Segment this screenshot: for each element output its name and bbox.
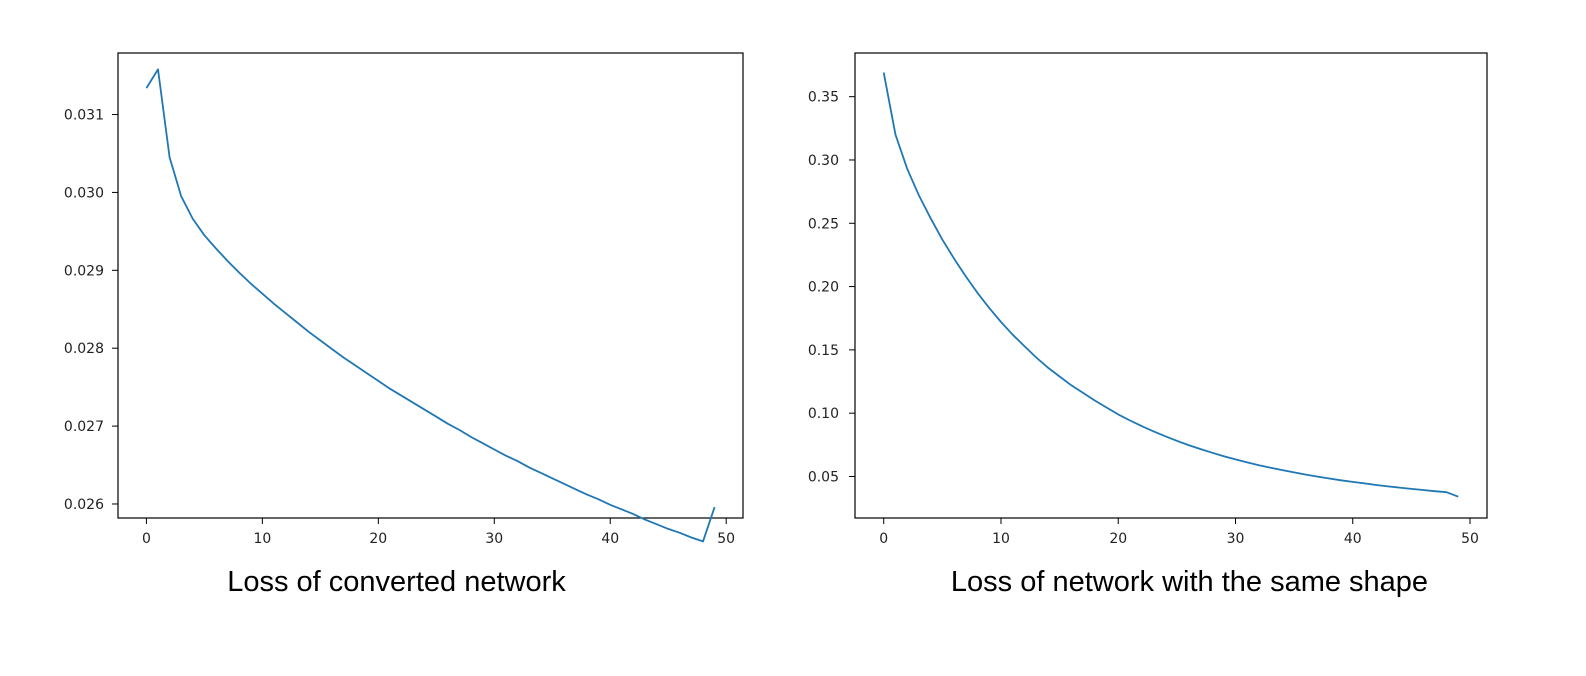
y-tick-label: 0.027 [64,419,104,435]
x-tick-label: 20 [1109,531,1127,547]
x-tick-label: 10 [992,531,1010,547]
x-tick-label: 0 [142,531,151,547]
x-tick-label: 30 [485,531,503,547]
x-tick-label: 40 [601,531,619,547]
loss-series-line [145,68,716,543]
x-tick-label: 50 [1461,531,1479,547]
y-tick-label: 0.20 [808,280,839,296]
x-tick-label: 30 [1227,531,1245,547]
y-tick-label: 0.030 [64,185,104,201]
x-tick-label: 50 [717,531,735,547]
x-tick-label: 10 [253,531,271,547]
loss-series-line [882,72,1459,498]
plot-frame [117,52,744,519]
y-tick-label: 0.10 [808,406,839,422]
y-tick-label: 0.05 [808,469,839,485]
y-tick-label: 0.029 [64,263,104,279]
plot-frame [854,52,1488,519]
y-tick-label: 0.026 [64,497,104,513]
chart-caption: Loss of network with the same shape [950,566,1429,598]
chart-same-shape-network: 0 10 20 30 40 50 0.05 0.10 0.15 0.20 0.25 0.30 0.35 [808,52,1488,547]
y-tick-label: 0.35 [808,90,839,106]
y-tick-label: 0.25 [808,216,839,232]
x-tick-label: 0 [879,531,888,547]
x-tick-label: 40 [1344,531,1362,547]
x-tick-label: 20 [369,531,387,547]
y-tick-label: 0.15 [808,343,839,359]
y-tick-label: 0.30 [808,153,839,169]
chart-converted-network: 0 10 20 30 40 50 0.026 0.027 0.028 0.029 0.030 0.03… [64,52,744,547]
chart-panel-converted-network: 0 10 20 30 40 50 0.026 0.027 0.028 0.029 0.030 0.03… [64,52,744,598]
y-tick-label: 0.031 [64,108,104,124]
y-tick-label: 0.028 [64,341,104,357]
chart-panel-same-shape-network: 0 10 20 30 40 50 0.05 0.10 0.15 0.20 0.25 0.30 0.35 … [793,0,1586,676]
chart-caption: Loss of converted network [227,566,566,598]
